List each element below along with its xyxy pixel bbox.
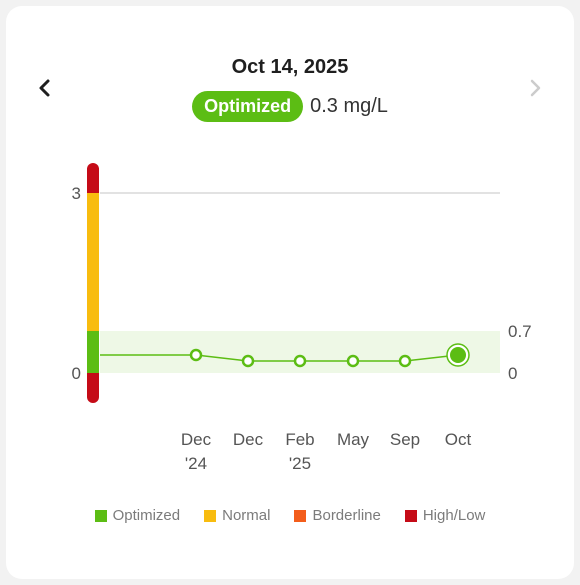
- legend-label: High/Low: [422, 507, 486, 524]
- data-point: [189, 348, 203, 362]
- data-point-selected: [450, 347, 466, 363]
- result-date: Oct 14, 2025: [231, 56, 349, 78]
- legend-item-borderline: Borderline: [294, 507, 381, 524]
- range-label: 0.7: [508, 322, 532, 341]
- legend: Optimized Normal Borderline High/Low: [0, 507, 580, 524]
- data-point: [293, 354, 307, 368]
- gauge-band: [87, 185, 99, 193]
- range-label: 0: [508, 364, 517, 383]
- gauge-band: [87, 331, 99, 373]
- y-tick-label: 3: [72, 184, 81, 203]
- legend-item-optimized: Optimized: [94, 507, 181, 524]
- x-tick-label: Sep: [390, 430, 420, 449]
- legend-swatch: [404, 509, 417, 522]
- data-point: [346, 354, 360, 368]
- legend-item-normal: Normal: [204, 507, 270, 524]
- gauge-band: [87, 373, 99, 381]
- next-result-button[interactable]: [522, 74, 550, 102]
- data-point: [398, 354, 412, 368]
- legend-item-highlow: High/Low: [404, 507, 486, 524]
- legend-swatch: [204, 509, 217, 522]
- gauge-band: [87, 193, 99, 331]
- legend-swatch: [294, 509, 307, 522]
- x-tick-label: Feb: [285, 430, 314, 449]
- x-tick-label: Dec: [233, 430, 264, 449]
- chevron-right-icon: [530, 79, 541, 97]
- status-row: Optimized 0.3 mg/L: [0, 91, 580, 122]
- x-tick-label: '24: [185, 454, 207, 473]
- x-tick-label: '25: [289, 454, 311, 473]
- x-tick-label: Oct: [445, 430, 472, 449]
- trend-chart: 3 0 0.7 0 Dec '24 Dec Feb '25 May Sep Oct: [72, 163, 532, 473]
- previous-result-button[interactable]: [30, 74, 58, 102]
- chevron-left-icon: [39, 79, 50, 97]
- data-point: [241, 354, 255, 368]
- x-tick-label: Dec: [181, 430, 212, 449]
- legend-swatch: [94, 509, 107, 522]
- x-tick-label: May: [337, 430, 370, 449]
- status-badge: Optimized: [192, 91, 304, 122]
- y-tick-label: 0: [72, 364, 81, 383]
- legend-label: Normal: [222, 507, 271, 524]
- result-value: 0.3 mg/L: [310, 95, 388, 117]
- legend-label: Borderline: [312, 507, 381, 524]
- legend-label: Optimized: [112, 507, 181, 524]
